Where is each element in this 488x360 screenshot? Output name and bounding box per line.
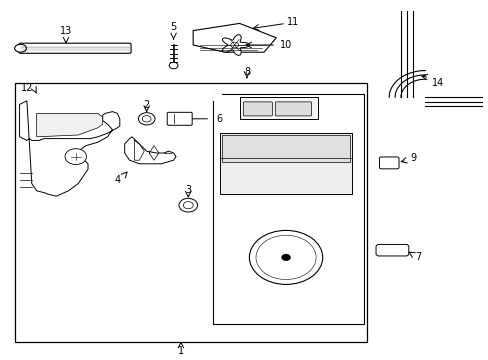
Polygon shape [124,137,176,164]
Circle shape [249,230,322,284]
Polygon shape [222,35,249,55]
Circle shape [179,198,197,212]
Circle shape [281,254,290,261]
Circle shape [142,116,151,122]
Text: 8: 8 [244,67,249,77]
Circle shape [65,149,86,165]
Text: 14: 14 [430,78,443,88]
Polygon shape [193,23,276,52]
Text: 11: 11 [286,17,299,27]
Text: 3: 3 [185,185,191,195]
FancyBboxPatch shape [375,244,408,256]
Polygon shape [222,135,349,162]
Text: 4: 4 [114,175,120,185]
Ellipse shape [15,44,26,52]
Polygon shape [220,133,351,194]
Text: 5: 5 [170,22,176,32]
Circle shape [183,202,193,209]
Text: 7: 7 [414,252,420,262]
FancyBboxPatch shape [275,102,311,116]
Text: 1: 1 [178,346,183,356]
Bar [15,83,366,342]
FancyBboxPatch shape [379,157,398,169]
Polygon shape [239,97,317,119]
Text: 2: 2 [143,100,149,110]
Circle shape [169,62,178,69]
FancyBboxPatch shape [19,43,131,53]
Polygon shape [212,94,364,324]
Text: 9: 9 [409,153,415,163]
Text: 10: 10 [279,40,292,50]
Text: 12: 12 [20,83,33,93]
Circle shape [230,42,238,48]
Polygon shape [37,113,102,137]
FancyBboxPatch shape [243,102,272,116]
Circle shape [138,113,155,125]
Text: 6: 6 [216,114,222,124]
Text: 13: 13 [60,26,72,36]
Polygon shape [212,94,222,101]
FancyBboxPatch shape [167,112,192,125]
Circle shape [256,235,315,279]
Polygon shape [20,101,120,196]
